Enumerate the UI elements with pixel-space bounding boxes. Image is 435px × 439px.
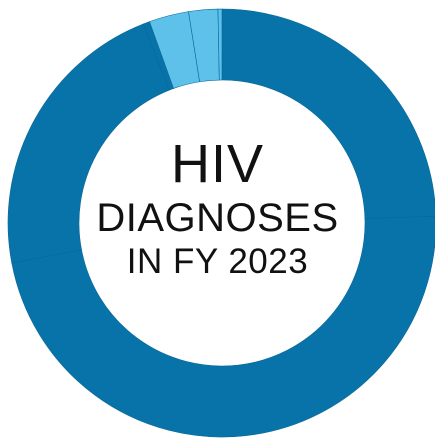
donut-slice-1 — [221, 8, 435, 219]
donut-slices — [7, 8, 435, 438]
center-label-line-3: IN FY 2023 — [126, 242, 309, 281]
donut-slice-2 — [11, 216, 435, 438]
donut-slice-7 — [217, 8, 223, 81]
center-label-line-2: DIAGNOSES — [96, 196, 339, 240]
donut-slice-3 — [7, 23, 170, 264]
center-label-line-1: HIV — [170, 134, 265, 194]
